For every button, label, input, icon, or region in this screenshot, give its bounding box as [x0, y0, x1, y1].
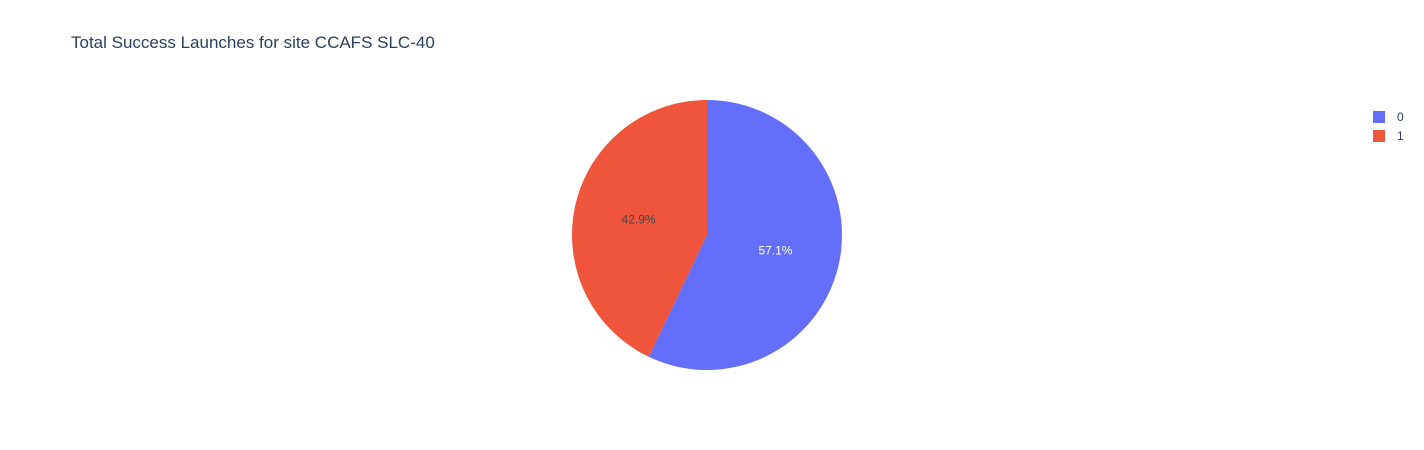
pie-slice-0[interactable] [648, 100, 842, 370]
legend-item-1[interactable]: 1 [1373, 126, 1404, 145]
slice-label-0: 57.1% [758, 244, 792, 258]
legend-label-0: 0 [1397, 109, 1404, 124]
pie-slice-1[interactable] [571, 100, 707, 357]
legend-swatch-0 [1373, 110, 1385, 123]
legend-item-0[interactable]: 0 [1373, 107, 1404, 126]
pie-slices [571, 100, 842, 370]
legend-label-1: 1 [1397, 128, 1404, 143]
legend-swatch-1 [1373, 129, 1385, 142]
pie-labels: 57.1% 42.9% [622, 212, 793, 257]
slice-label-1: 42.9% [622, 212, 656, 226]
legend: 0 1 [1373, 107, 1404, 145]
chart-title: Total Success Launches for site CCAFS SL… [71, 33, 435, 52]
